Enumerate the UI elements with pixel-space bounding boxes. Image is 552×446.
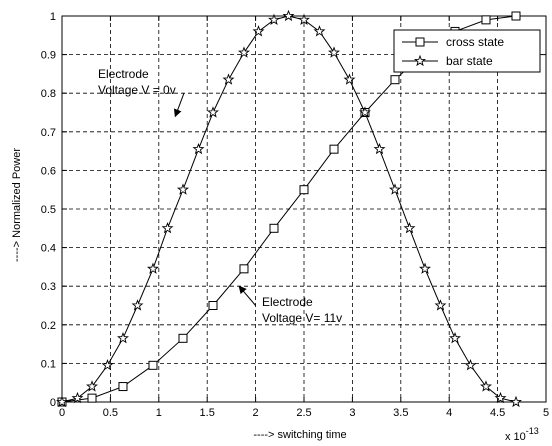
annotation-arrow [173,93,185,118]
x-tick-label: 1 [156,407,162,419]
x-exponent-power: -13 [526,426,539,436]
data-point [252,25,265,37]
y-tick-label: 1 [50,11,56,23]
y-tick-label: 0.7 [41,127,56,139]
data-point [208,301,218,310]
x-tick-label: 2.5 [296,407,311,419]
y-tick-label: 0.4 [41,243,56,255]
y-tick-label: 0.5 [41,204,56,216]
data-point [192,142,205,155]
legend-item-cross-state: cross state [402,35,504,49]
annotation-label: Electrode Voltage V= 11v [262,295,342,325]
data-point [161,222,174,234]
data-point [464,359,477,371]
data-point [238,46,250,58]
data-point [87,393,97,403]
x-exponent-base: x 10 [505,431,526,443]
legend-label: cross state [446,35,504,49]
y-tick-label: 0 [50,397,56,409]
y-tick-label: 0.8 [41,88,56,100]
y-tick-label: 0.1 [41,358,56,370]
data-point [313,25,326,37]
legend: cross state bar state [393,29,541,73]
x-tick-label: 3.5 [393,407,408,419]
data-point [343,73,356,85]
y-tick-label: 0.3 [41,281,56,293]
data-point [329,144,339,154]
series-layer [56,9,522,408]
data-point [389,183,401,195]
x-tick-label: 5 [543,407,549,419]
legend-box [393,29,541,73]
data-point [207,106,219,118]
data-point [481,15,491,25]
data-point [269,223,279,233]
data-point [268,13,280,25]
annotation-line: Electrode [98,67,149,81]
data-point [282,9,295,22]
annotation-line: Voltage V= 11v [262,311,342,325]
x-axis-exponent: x 10-13 [505,426,539,443]
data-point [222,73,235,85]
legend-marker [414,54,426,67]
annotation-line: Voltage V = 0v [98,83,176,97]
data-point [511,11,521,21]
data-point [434,299,447,311]
annotation-arrow [238,285,256,306]
x-tick-label: 0 [59,407,65,419]
data-point [101,359,114,371]
legend-item-bar-state: bar state [402,54,493,68]
x-axis-label: ----> switching time [253,429,346,441]
data-point [177,183,189,195]
x-tick-label: 0.5 [103,407,118,419]
data-point [510,395,522,408]
data-point [480,380,492,392]
grid [62,16,546,402]
data-point [494,391,507,404]
data-point [148,360,158,370]
series-bar-state [56,9,522,408]
legend-label: bar state [446,54,493,68]
x-tick-label: 3 [349,407,355,419]
x-tick-label: 4 [446,407,452,419]
data-point [419,262,431,274]
data-point [71,391,84,404]
y-axis-label: ----> Normalized Power [11,148,23,262]
data-point [131,299,144,311]
y-tick-label: 0.9 [41,50,56,62]
data-point [449,332,461,344]
data-point [239,264,249,274]
data-point [390,75,400,85]
data-point [178,333,188,343]
data-point [359,106,371,118]
data-point [373,142,386,155]
annotation-label: Electrode Voltage V = 0v [98,67,176,97]
data-point [298,13,310,25]
data-point [117,332,129,344]
data-point [328,46,340,58]
x-tick-label: 4.5 [490,407,505,419]
data-point [403,222,416,234]
annotations: Electrode Voltage V = 0v Electrode Voltage … [98,67,342,325]
y-tick-label: 0.6 [41,165,56,177]
legend-marker [415,37,425,47]
y-tick-label: 0.2 [41,320,56,332]
data-point [86,380,98,392]
x-tick-label: 1.5 [200,407,215,419]
x-tick-label: 2 [253,407,259,419]
axis-ticks: 0 0.5 1 1.5 2 2.5 3 3.5 4 4.5 5 0 0.1 0.2 0.3 0.4 0.5 0.6… [41,11,549,419]
data-point [147,262,159,274]
data-point [299,185,309,195]
annotation-line: Electrode [262,295,313,309]
data-point [56,395,68,408]
data-point [118,382,128,392]
